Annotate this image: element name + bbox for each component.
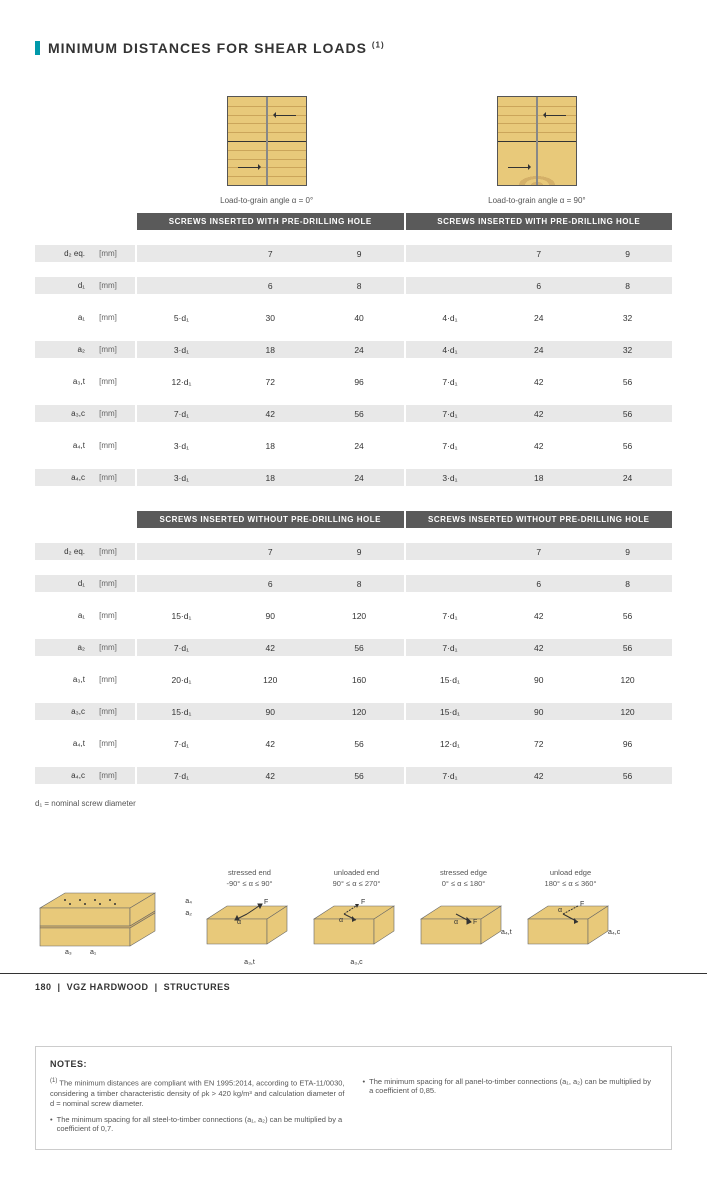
table-row: a₄,c[mm]7·d₁42567·d₁4256 (35, 767, 672, 784)
table-row: a₃,c[mm]7·d₁42567·d₁4256 (35, 405, 672, 422)
screw-icon (536, 97, 538, 185)
table-row: a₄,t[mm]7·d₁425612·d₁7296 (35, 735, 672, 752)
svg-text:F: F (264, 899, 268, 906)
note3: The minimum spacing for all panel-to-tim… (369, 1077, 657, 1095)
table-row: a₄,c[mm]3·d₁18243·d₁1824 (35, 469, 672, 486)
diagram-right: Load-to-grain angle α = 90° (402, 96, 672, 205)
table-row: a₁[mm]5·d₁30404·d₁2432 (35, 309, 672, 326)
note2: The minimum spacing for all steel-to-tim… (57, 1115, 345, 1133)
footer-brand: VGZ HARDWOOD (67, 982, 149, 992)
title-accent (35, 41, 40, 55)
sym: a₃,c (309, 959, 404, 966)
table-row: d₁[mm]6868 (35, 277, 672, 294)
svg-text:α: α (237, 919, 241, 926)
diagram-caption-left: Load-to-grain angle α = 0° (132, 196, 402, 205)
table-no-predrilling: SCREWS INSERTED WITHOUT PRE-DRILLING HOL… (35, 511, 672, 528)
top-diagrams: Load-to-grain angle α = 0° Load-to-grain… (35, 96, 672, 205)
svg-text:α: α (454, 919, 458, 926)
table-row: a₃,t[mm]12·d₁72967·d₁4256 (35, 373, 672, 390)
diagram-left: Load-to-grain angle α = 0° (132, 96, 402, 205)
label-a4: a₄ (185, 898, 192, 905)
page-title-row: MINIMUM DISTANCES FOR SHEAR LOADS (1) (35, 40, 672, 56)
table-row: d₂ eq.[mm]7979 (35, 543, 672, 560)
iso-stressed-edge: stressed edge 0° ≤ α ≤ 180° F α a₄,t (416, 868, 511, 959)
table-row: a₃,c[mm]15·d₁9012015·d₁90120 (35, 703, 672, 720)
arrow-right-icon (238, 167, 260, 168)
table2-header-left: SCREWS INSERTED WITHOUT PRE-DRILLING HOL… (137, 511, 404, 528)
table-predrilling: SCREWS INSERTED WITH PRE-DRILLING HOLE S… (35, 213, 672, 230)
iso-unloaded-end: unloaded end 90° ≤ α ≤ 270° F α (309, 868, 404, 966)
table-row: a₁[mm]15·d₁901207·d₁4256 (35, 607, 672, 624)
iso-unload-edge: unload edge 180° ≤ α ≤ 360° F α (523, 868, 618, 959)
arrow-left-icon (274, 115, 296, 116)
svg-text:F: F (473, 919, 477, 926)
label-a3: a₃ (65, 949, 72, 956)
label-a2: a₂ (185, 910, 192, 917)
table1-header-left: SCREWS INSERTED WITH PRE-DRILLING HOLE (137, 213, 404, 230)
diagram-caption-right: Load-to-grain angle α = 90° (402, 196, 672, 205)
notes-box: NOTES: (1) The minimum distances are com… (35, 1046, 672, 1150)
svg-text:α: α (339, 917, 343, 924)
table-row: d₁[mm]6868 (35, 575, 672, 592)
sym: a₃,t (202, 959, 297, 966)
svg-text:α: α (558, 907, 562, 914)
table-row: a₄,t[mm]3·d₁18247·d₁4256 (35, 437, 672, 454)
arrow-right-icon (508, 167, 530, 168)
table1-header-right: SCREWS INSERTED WITH PRE-DRILLING HOLE (406, 213, 673, 230)
table-row: a₂[mm]7·d₁42567·d₁4256 (35, 639, 672, 656)
table2-header-right: SCREWS INSERTED WITHOUT PRE-DRILLING HOL… (406, 511, 673, 528)
sym: a₄,c (608, 929, 620, 936)
page-number: 180 (35, 982, 52, 992)
arrow-left-icon (544, 115, 566, 116)
footer-section: STRUCTURES (164, 982, 231, 992)
screw-icon (266, 97, 268, 185)
label-a1: a₁ (90, 949, 96, 956)
svg-text:F: F (361, 899, 365, 906)
footnote-d1: d₁ = nominal screw diameter (35, 799, 672, 808)
note1: The minimum distances are compliant with… (50, 1079, 345, 1108)
title-note: (1) (372, 40, 385, 49)
page-footer: 180 | VGZ HARDWOOD | STRUCTURES (0, 973, 707, 1000)
notes-title: NOTES: (50, 1059, 657, 1069)
svg-text:F: F (580, 901, 584, 908)
sym: a₄,t (501, 929, 512, 936)
iso-main: a₄ a₂ a₃ a₁ (35, 868, 190, 950)
table-row: d₂ eq.[mm]7979 (35, 245, 672, 262)
isometric-diagrams: a₄ a₂ a₃ a₁ stressed end -90° ≤ α ≤ 90° (35, 868, 672, 966)
iso-stressed-end: stressed end -90° ≤ α ≤ 90° F α (202, 868, 297, 966)
page-title: MINIMUM DISTANCES FOR SHEAR LOADS (1) (48, 40, 385, 56)
table-row: a₂[mm]3·d₁18244·d₁2432 (35, 341, 672, 358)
title-text: MINIMUM DISTANCES FOR SHEAR LOADS (48, 40, 367, 56)
table-row: a₃,t[mm]20·d₁12016015·d₁90120 (35, 671, 672, 688)
